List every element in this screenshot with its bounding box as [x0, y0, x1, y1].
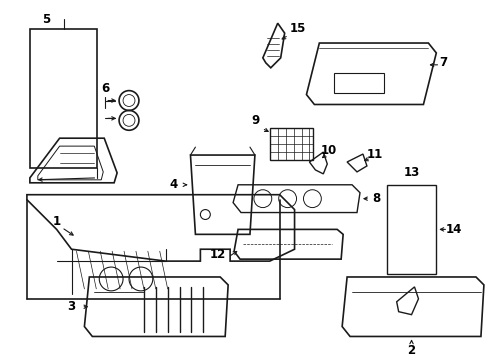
Text: 9: 9 [251, 114, 260, 127]
Text: 6: 6 [101, 82, 109, 95]
Text: 11: 11 [366, 148, 382, 161]
Text: 1: 1 [53, 215, 61, 228]
Text: 5: 5 [41, 13, 50, 26]
Bar [30, 29, 97, 168]
Text: 10: 10 [321, 144, 337, 157]
Text: 8: 8 [372, 192, 380, 205]
Text: 12: 12 [210, 248, 226, 261]
Text: 7: 7 [438, 57, 447, 69]
Text: 14: 14 [445, 223, 462, 236]
Text: 15: 15 [289, 22, 305, 35]
Text: 3: 3 [67, 300, 76, 313]
Bar [386, 185, 435, 274]
Text: 2: 2 [407, 344, 415, 357]
Bar [269, 128, 313, 160]
Text: 4: 4 [169, 178, 177, 191]
Text: 13: 13 [403, 166, 419, 179]
